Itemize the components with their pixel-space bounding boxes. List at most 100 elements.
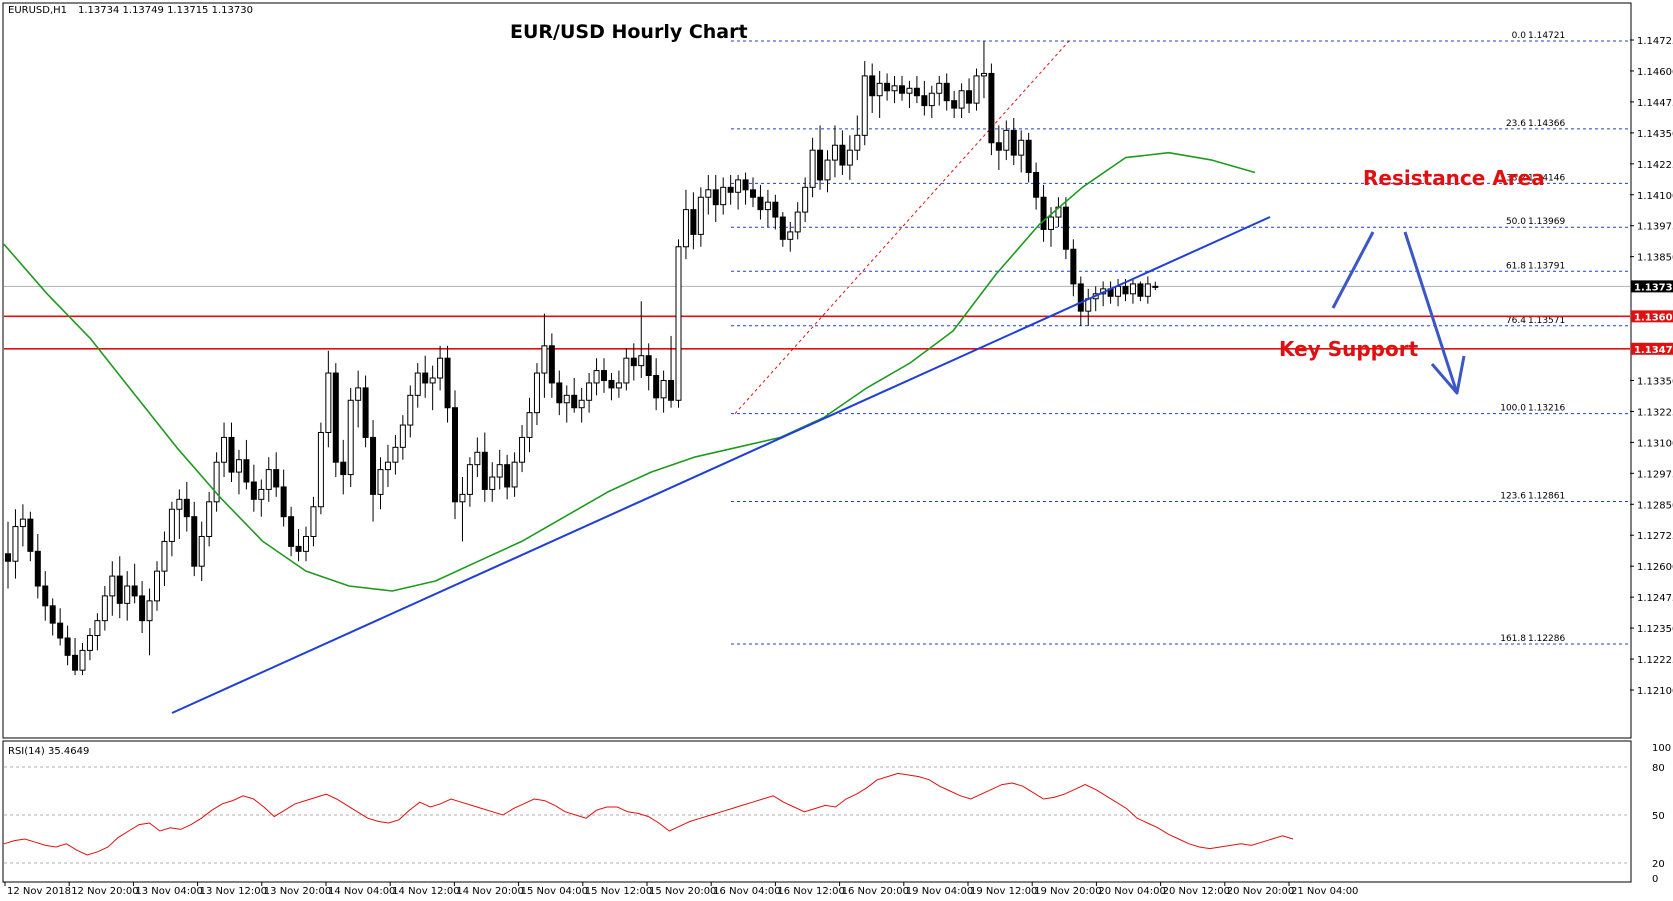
price-tag-current: 1.13730 <box>1634 282 1673 293</box>
candle-body <box>750 189 756 198</box>
arrow-head-icon <box>1430 355 1466 395</box>
candle-body <box>675 246 682 401</box>
candle-body <box>787 231 794 240</box>
candle-body <box>168 508 175 542</box>
candle-body <box>310 506 317 537</box>
candle-body <box>601 370 607 381</box>
y-tick-label: 1.12350 <box>1637 624 1673 635</box>
candle-body <box>794 211 801 233</box>
candle-body <box>57 622 64 639</box>
candle-body <box>384 461 391 471</box>
candle-body <box>1152 285 1159 288</box>
fib-price-50.0: 1.13969 <box>1528 217 1565 227</box>
candle-body <box>295 545 302 552</box>
candle-body <box>459 493 466 503</box>
candle-body <box>1048 216 1054 230</box>
candle-body <box>280 486 287 518</box>
candle-body <box>370 436 377 495</box>
fib-price-0.0: 1.14721 <box>1528 31 1565 41</box>
rsi-indicator: 80 50 20 100 0 <box>3 743 1671 885</box>
x-tick-label: 19 Nov 12:00 <box>970 886 1037 896</box>
y-tick-label: 1.14100 <box>1637 191 1673 202</box>
candle-body <box>511 461 518 488</box>
x-tick-label: 16 Nov 12:00 <box>777 886 844 896</box>
candle-body <box>183 498 190 518</box>
rsi-line <box>3 772 1294 856</box>
x-tick-label: 16 Nov 20:00 <box>842 886 909 896</box>
rsi-pane[interactable] <box>2 740 1632 883</box>
candle-body <box>578 399 585 409</box>
main-pane[interactable] <box>2 2 1632 739</box>
candle-body <box>608 379 615 389</box>
candle-body <box>437 357 444 379</box>
y-tick-label: 1.13350 <box>1637 376 1673 387</box>
candle-body <box>593 370 600 384</box>
x-tick-label: 20 Nov 12:00 <box>1163 886 1230 896</box>
y-tick-label: 1.14725 <box>1637 36 1673 47</box>
y-tick-label: 1.12725 <box>1637 531 1673 542</box>
candle-body <box>444 357 451 409</box>
candle-body <box>660 379 667 399</box>
candle-body <box>34 550 41 587</box>
y-tick-label: 1.14475 <box>1637 98 1673 109</box>
candle-body <box>541 345 548 374</box>
candle-body <box>839 144 846 166</box>
candle-body <box>429 377 436 384</box>
candle-body <box>630 357 637 367</box>
fib-label-100.0: 100.0 <box>1500 404 1526 414</box>
candle-body <box>377 469 384 495</box>
candle-body <box>727 186 734 193</box>
candle-body <box>1129 283 1136 295</box>
candle-body <box>317 431 324 508</box>
y-tick-label: 1.12475 <box>1637 593 1673 604</box>
candle-body <box>764 201 771 211</box>
candle-body <box>273 469 280 488</box>
candle-body <box>1137 283 1144 297</box>
candle-body <box>928 92 935 107</box>
candle-body <box>161 540 168 572</box>
candle-body <box>876 82 883 97</box>
ohlc-readout: 1.13734 1.13749 1.13715 1.13730 <box>78 5 253 16</box>
candle-body <box>884 82 891 92</box>
candle-body <box>12 526 19 562</box>
candle-body <box>653 375 660 399</box>
candle-body <box>235 459 242 473</box>
candle-body <box>466 464 473 495</box>
candle-body <box>831 144 838 161</box>
candle-body <box>958 90 965 109</box>
candle-body <box>414 372 421 396</box>
candle-body <box>519 436 526 463</box>
rsi-level-label: 80 <box>1652 763 1665 774</box>
chart-title: EUR/USD Hourly Chart <box>510 21 748 43</box>
candle-body <box>452 407 458 503</box>
candle-body <box>392 446 399 463</box>
candle-body <box>623 357 630 384</box>
y-tick-label: 1.12225 <box>1637 655 1673 666</box>
candle-body <box>1033 171 1040 198</box>
rsi-level-label: 50 <box>1652 811 1665 822</box>
candle-body <box>943 82 950 102</box>
candle-body <box>772 201 779 218</box>
horizontal-levels[interactable] <box>4 285 1630 350</box>
x-tick-label: 13 Nov 04:00 <box>135 886 202 896</box>
y-tick-label: 1.12975 <box>1637 469 1673 480</box>
x-tick-label: 15 Nov 04:00 <box>521 886 588 896</box>
fib-label-61.8: 61.8 <box>1506 261 1526 271</box>
forecast-down-arrow <box>1403 231 1458 391</box>
x-tick-label: 15 Nov 20:00 <box>649 886 716 896</box>
price-tag-resistance-line: 1.13609 <box>1634 312 1673 323</box>
y-tick-label: 1.13975 <box>1637 222 1673 233</box>
candle-body <box>109 575 116 597</box>
candle-body <box>980 72 987 77</box>
candle-body <box>779 216 786 240</box>
x-tick-label: 12 Nov 20:00 <box>71 886 138 896</box>
candle-body <box>340 461 347 476</box>
y-tick-label: 1.14600 <box>1637 67 1673 78</box>
x-tick-label: 14 Nov 20:00 <box>456 886 523 896</box>
moving-average-line <box>3 151 1256 592</box>
candle-body <box>228 436 235 473</box>
candle-body <box>802 186 809 213</box>
candle-body <box>1010 129 1017 156</box>
